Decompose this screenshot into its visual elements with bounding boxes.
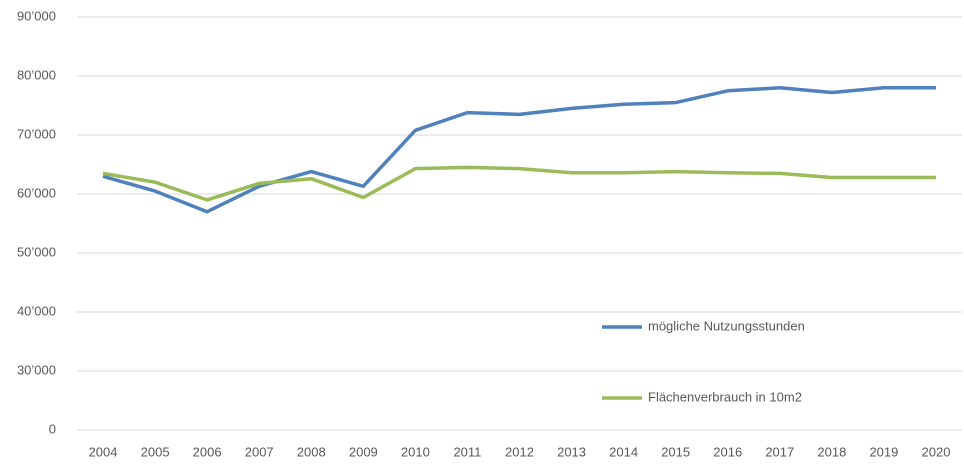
x-tick-label: 2015 <box>661 444 690 459</box>
y-tick-label: 50’000 <box>17 244 56 259</box>
x-tick-label: 2016 <box>713 444 742 459</box>
x-tick-label: 2018 <box>817 444 846 459</box>
x-tick-label: 2014 <box>609 444 638 459</box>
series-line <box>102 165 936 202</box>
x-tick-label: 2004 <box>89 444 118 459</box>
x-tick-label: 2012 <box>505 444 534 459</box>
x-tick-label: 2020 <box>922 444 951 459</box>
x-tick-label: 2013 <box>557 444 586 459</box>
x-tick-label: 2009 <box>349 444 378 459</box>
y-tick-label: 30’000 <box>17 362 56 377</box>
x-tick-label: 2007 <box>245 444 274 459</box>
y-tick-label: 70’000 <box>17 126 56 141</box>
x-tick-label: 2010 <box>401 444 430 459</box>
y-tick-label: 90’000 <box>17 8 56 23</box>
x-tick-label: 2005 <box>141 444 170 459</box>
x-tick-label: 2011 <box>453 444 481 459</box>
x-tick-label: 2017 <box>765 444 794 459</box>
series-line <box>102 86 936 214</box>
legend-label: Flächenverbrauch in 10m2 <box>648 389 802 404</box>
x-tick-label: 2008 <box>297 444 326 459</box>
y-tick-label: 80’000 <box>17 67 56 82</box>
legend-label: mögliche Nutzungsstunden <box>648 318 805 333</box>
y-tick-label: 0 <box>49 421 56 436</box>
x-tick-label: 2006 <box>193 444 222 459</box>
y-tick-label: 60’000 <box>17 185 56 200</box>
y-tick-label: 40’000 <box>17 303 56 318</box>
x-tick-label: 2019 <box>869 444 898 459</box>
